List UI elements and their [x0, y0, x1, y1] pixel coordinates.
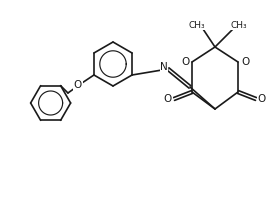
Text: O: O	[181, 57, 189, 67]
Text: O: O	[258, 94, 266, 104]
Text: N: N	[160, 62, 168, 72]
Text: O: O	[241, 57, 249, 67]
Text: CH₃: CH₃	[231, 21, 247, 29]
Text: O: O	[74, 80, 82, 90]
Text: CH₃: CH₃	[189, 21, 205, 29]
Text: O: O	[164, 94, 172, 104]
